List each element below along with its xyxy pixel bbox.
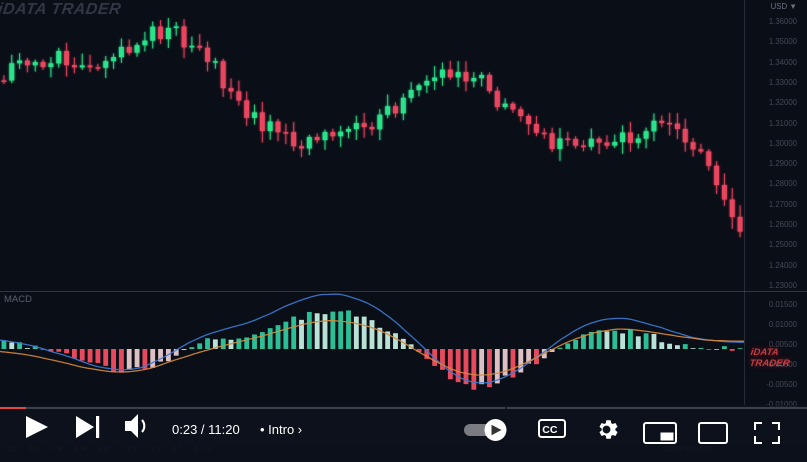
svg-text:CC: CC	[542, 424, 558, 436]
